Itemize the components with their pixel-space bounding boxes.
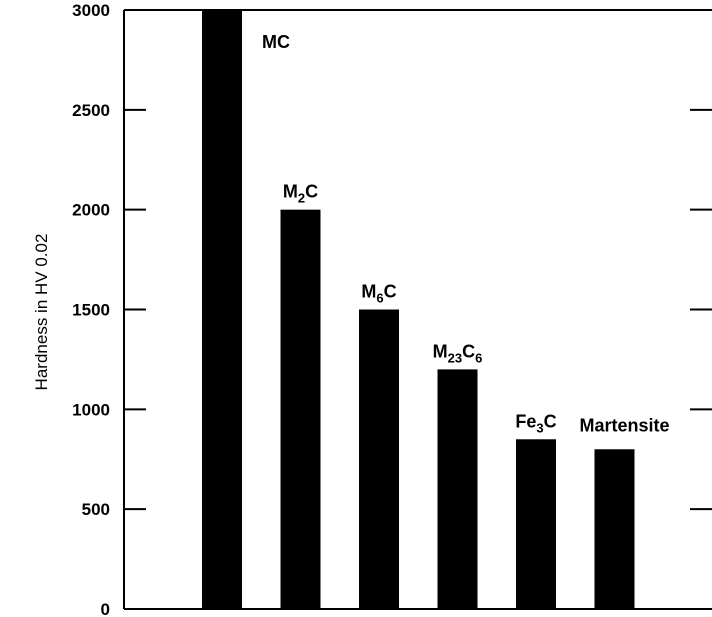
label-tail: C	[384, 282, 397, 302]
label-subscript: 23	[448, 350, 462, 365]
y-ticks: 0 500 1000 1500 2000 2500 3000	[72, 1, 712, 617]
bar-m2c	[280, 209, 321, 609]
y-axis-title: Hardness in HV 0.02	[32, 234, 51, 391]
label-main: MC	[262, 32, 290, 52]
label-main: M	[283, 182, 298, 202]
bar-m6c	[359, 309, 399, 609]
y-tick-label: 3000	[72, 1, 110, 20]
y-tick-label: 2000	[72, 201, 110, 220]
bar-fe3c	[516, 439, 556, 609]
bar-label: Fe3C	[515, 411, 556, 435]
bar-label: M6C	[361, 282, 396, 306]
bar-m23c6	[437, 369, 478, 609]
label-subscript-2: 6	[475, 350, 482, 365]
y-tick-label: 2500	[72, 101, 110, 120]
y-tick-label: 0	[101, 600, 110, 617]
label-main: Fe	[515, 411, 536, 431]
y-tick-label: 1500	[72, 301, 110, 320]
bar-label: M23C6	[433, 341, 483, 365]
bar-label: Martensite	[579, 415, 669, 435]
bar-mc	[202, 10, 242, 609]
label-tail: C	[544, 411, 557, 431]
label-subscript: 3	[536, 420, 543, 435]
label-subscript: 6	[376, 291, 383, 306]
label-subscript: 2	[298, 191, 305, 206]
label-tail: C	[305, 182, 318, 202]
bar-label: MC	[262, 32, 290, 52]
bars	[202, 10, 635, 609]
label-main: Martensite	[579, 415, 669, 435]
y-tick-label: 1000	[72, 400, 110, 419]
bar-martensite	[594, 449, 635, 609]
bar-label: M2C	[283, 182, 318, 206]
label-main: M	[361, 282, 376, 302]
label-tail: C	[462, 341, 475, 361]
y-tick-label: 500	[82, 500, 110, 519]
label-main: M	[433, 341, 448, 361]
